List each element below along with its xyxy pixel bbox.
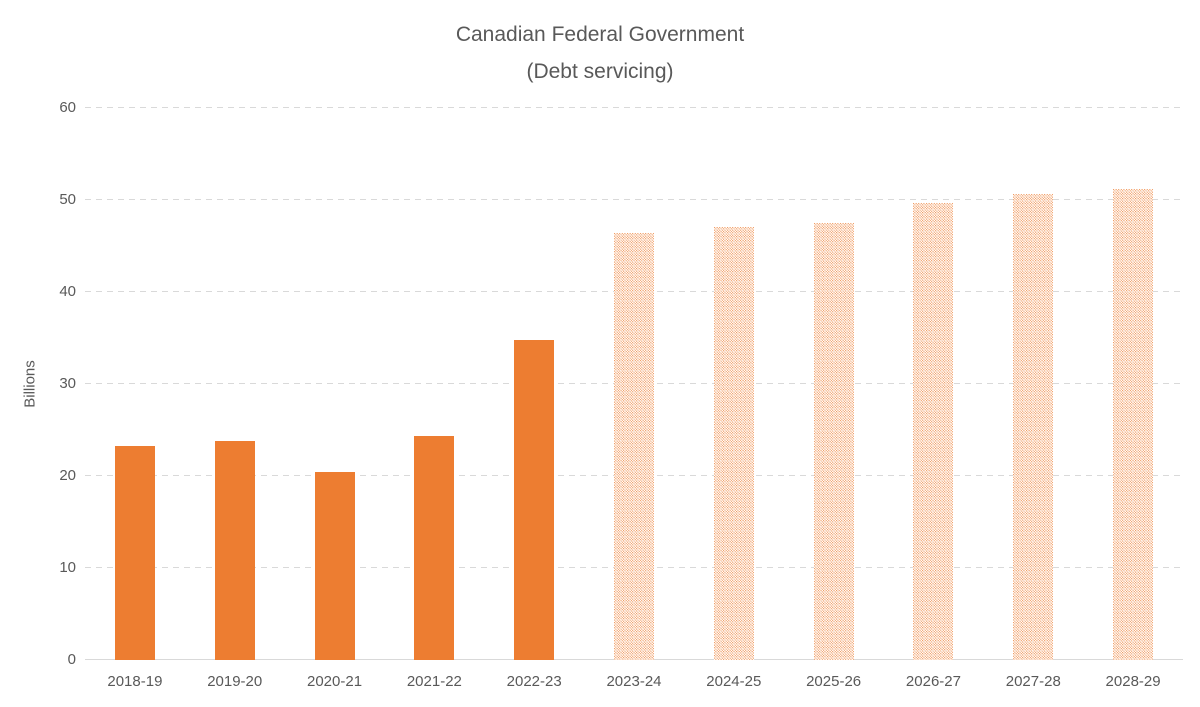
y-tick-label-60: 60 — [59, 99, 76, 116]
bar-2021-22 — [414, 435, 455, 660]
bar-2020-21 — [314, 472, 355, 660]
x-tick-label-2020-21: 2020-21 — [307, 673, 363, 690]
chart-title-line2: (Debt servicing) — [526, 60, 674, 83]
y-tick-label-10: 10 — [59, 559, 76, 576]
y-tick-label-0: 0 — [67, 651, 76, 668]
bar-2025-26 — [813, 223, 854, 660]
x-tick-label-2023-24: 2023-24 — [606, 673, 662, 690]
x-tick-label-2022-23: 2022-23 — [506, 673, 562, 690]
y-tick-label-40: 40 — [59, 283, 76, 300]
y-tick-label-50: 50 — [59, 191, 76, 208]
chart-title: Canadian Federal Government (Debt servic… — [0, 16, 1200, 90]
chart-title-line1: Canadian Federal Government — [455, 23, 745, 46]
x-tick-label-2018-19: 2018-19 — [107, 673, 163, 690]
gridline-y-60 — [85, 107, 1183, 108]
x-tick-label-2019-20: 2019-20 — [207, 673, 263, 690]
plot-area — [85, 107, 1183, 660]
bar-2019-20 — [214, 441, 255, 660]
x-tick-label-2026-27: 2026-27 — [905, 673, 961, 690]
x-tick-label-2028-29: 2028-29 — [1105, 673, 1161, 690]
bar-2022-23 — [514, 339, 555, 660]
bar-2026-27 — [913, 202, 954, 660]
bar-2018-19 — [114, 445, 155, 660]
x-tick-label-2025-26: 2025-26 — [806, 673, 862, 690]
y-tick-label-20: 20 — [59, 467, 76, 484]
gridline-y-50 — [85, 199, 1183, 200]
bar-2024-25 — [713, 226, 754, 660]
bar-2023-24 — [614, 233, 654, 660]
bar-2028-29 — [1113, 188, 1154, 660]
bar-2027-28 — [1013, 194, 1054, 660]
y-tick-label-30: 30 — [59, 375, 76, 392]
x-tick-label-2024-25: 2024-25 — [706, 673, 762, 690]
x-tick-label-2027-28: 2027-28 — [1005, 673, 1061, 690]
x-tick-label-2021-22: 2021-22 — [406, 673, 462, 690]
